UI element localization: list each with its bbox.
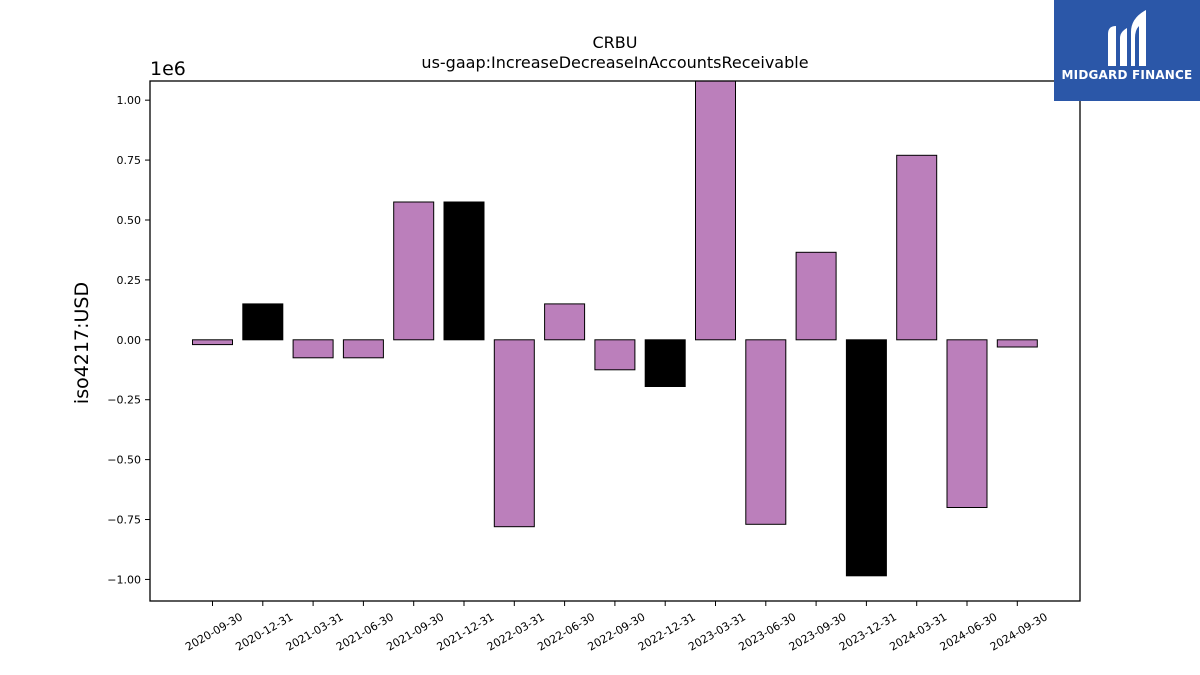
bar-2023-12-31 (845, 339, 887, 577)
y-tick-label: 0.75 (117, 154, 142, 167)
y-tick-label: −0.75 (107, 514, 141, 527)
bar-2024-09-30 (996, 339, 1038, 348)
y-tick-label: 0.50 (117, 214, 142, 227)
bar-2023-09-30 (795, 251, 837, 341)
bar-2023-03-31 (695, 80, 736, 341)
bar-2024-03-31 (896, 154, 938, 341)
bar-2021-06-30 (342, 339, 384, 359)
y-axis-label: iso4217:USD (71, 282, 93, 404)
bar-2022-03-31 (493, 339, 535, 528)
bar-2020-09-30 (192, 339, 233, 346)
y-axis-ticks: −1.00 −0.75 −0.50 −0.25 0.00 0.25 0.50 0.75 1.00 (107, 94, 150, 586)
y-scale-label: 1e6 (150, 58, 186, 80)
plot-frame (149, 80, 1081, 602)
bar-2022-12-31 (644, 339, 686, 387)
brand-logo: MIDGARD FINANCE (1054, 0, 1200, 101)
y-tick-label: 0.25 (117, 274, 142, 287)
brand-name: MIDGARD FINANCE (1061, 68, 1193, 82)
midgard-logo-icon (1108, 10, 1146, 66)
x-tick-label: 2024-09-30 (988, 610, 1050, 653)
x-axis-ticks: 2020-09-302020-12-312021-03-312021-06-30… (183, 601, 1050, 654)
chart-subtitle: us-gaap:IncreaseDecreaseInAccountsReceiv… (421, 53, 808, 72)
bar-2021-12-31 (443, 201, 485, 341)
y-tick-label: −0.25 (107, 394, 141, 407)
y-tick-label: 0.00 (117, 334, 142, 347)
bar-2022-09-30 (594, 339, 636, 371)
bar-2022-06-30 (544, 303, 586, 341)
bar-2021-03-31 (292, 339, 334, 359)
bar-2021-09-30 (393, 201, 435, 341)
y-tick-label: −1.00 (107, 573, 141, 586)
y-tick-label: 1.00 (117, 94, 142, 107)
bars-layer (192, 80, 1038, 577)
bar-2024-06-30 (946, 339, 988, 508)
chart-title: CRBU (593, 33, 638, 52)
bar-2023-06-30 (745, 339, 787, 525)
y-tick-label: −0.50 (107, 454, 141, 467)
bar-2020-12-31 (242, 303, 284, 341)
